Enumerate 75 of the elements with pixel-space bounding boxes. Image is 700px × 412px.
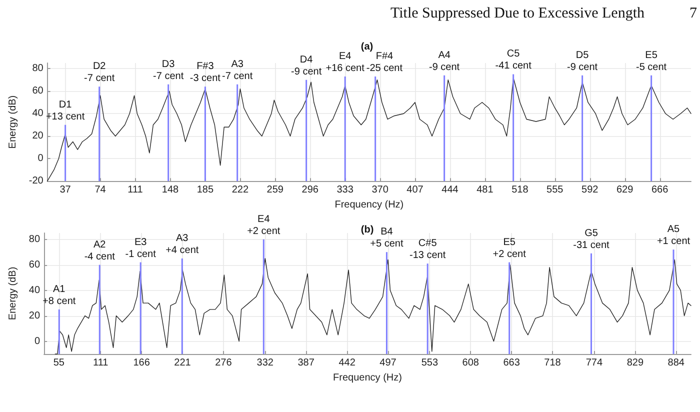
x-tick-label: 55 (53, 358, 65, 368)
data-label: E4 +16 cent (326, 50, 365, 74)
data-label: E4 +2 cent (247, 214, 280, 237)
x-tick-label: 333 (336, 184, 354, 196)
x-tick-label: 592 (582, 184, 599, 196)
x-tick-label: 276 (215, 358, 232, 368)
line-series (54, 258, 692, 354)
x-tick-label: 884 (668, 358, 685, 368)
data-label: D1 +13 cent (46, 99, 85, 122)
x-tick-label: 444 (442, 184, 459, 196)
x-axis-title: Frequency (Hz) (334, 200, 404, 210)
y-axis-title: Energy (dB) (8, 266, 18, 320)
y-tick-label: -20 (28, 176, 44, 187)
data-label: D5 -9 cent (567, 50, 598, 73)
x-tick-label: 481 (476, 184, 494, 196)
x-tick-label: 553 (421, 358, 438, 368)
data-label: F#3 -3 cent (190, 61, 221, 84)
y-tick-label: 80 (28, 234, 40, 245)
x-tick-label: 518 (512, 184, 529, 196)
data-label: F#4 -25 cent (366, 50, 403, 74)
data-label: D3 -7 cent (153, 58, 184, 82)
y-tick-label: 20 (28, 310, 40, 322)
x-tick-label: 37 (60, 184, 72, 196)
data-label: C#5 -13 cent (410, 238, 446, 262)
data-label: A3 +4 cent (166, 232, 199, 256)
data-label: D4 -9 cent (291, 54, 322, 78)
chart-title: (a) (360, 42, 374, 52)
y-tick-label: 80 (32, 63, 44, 74)
x-tick-label: 296 (302, 184, 319, 196)
x-axis-title: Frequency (Hz) (333, 372, 402, 384)
y-axis-title: Energy (dB) (8, 95, 18, 149)
data-label: A1 +8 cent (42, 284, 76, 307)
data-label: A3 -7 cent (222, 58, 253, 82)
x-tick-label: 442 (338, 358, 356, 368)
x-tick-label: 332 (256, 358, 274, 368)
data-label: A5 +1 cent (656, 224, 690, 248)
x-tick-label: 555 (546, 184, 564, 196)
x-tick-label: 608 (462, 358, 480, 368)
x-tick-label: 259 (266, 184, 284, 196)
y-tick-label: 40 (28, 284, 40, 296)
data-label: G5 -31 cent (573, 228, 610, 251)
x-tick-label: 370 (372, 184, 389, 196)
x-tick-label: 74 (94, 184, 106, 196)
x-tick-label: 221 (174, 358, 192, 368)
x-tick-label: 663 (503, 358, 520, 368)
x-tick-label: 185 (196, 184, 214, 196)
x-tick-label: 774 (586, 358, 603, 368)
text: 7 (690, 6, 698, 22)
data-label: E5 +2 cent (492, 236, 526, 260)
data-label: E3 -1 cent (125, 236, 156, 260)
y-tick-label: 60 (32, 86, 44, 97)
x-tick-label: 666 (651, 184, 669, 196)
y-tick-label: 0 (34, 336, 40, 347)
x-tick-label: 718 (544, 358, 562, 368)
y-tick-label: 20 (32, 130, 44, 142)
data-label: D2 -7 cent (84, 61, 115, 84)
x-tick-label: 166 (133, 358, 150, 368)
data-label: A2 -4 cent (84, 239, 116, 262)
y-tick-label: 40 (32, 108, 44, 120)
y-tick-label: 0 (38, 153, 44, 164)
x-tick-label: 111 (128, 184, 144, 196)
x-tick-label: 387 (298, 358, 315, 368)
text: Title Suppressed Due to Excessive Length (390, 6, 645, 22)
x-tick-label: 111 (93, 358, 109, 368)
x-tick-label: 222 (232, 184, 249, 196)
data-label: C5 -41 cent (495, 48, 532, 72)
x-tick-label: 148 (162, 184, 179, 196)
x-tick-label: 497 (380, 358, 397, 368)
y-tick-label: 60 (28, 259, 40, 270)
x-tick-label: 629 (616, 184, 634, 196)
x-tick-label: 829 (626, 358, 644, 368)
data-label: A4 -9 cent (429, 50, 460, 73)
data-label: E5 -5 cent (636, 50, 667, 73)
x-tick-label: 407 (406, 184, 424, 196)
chart-title: (b) (360, 224, 374, 236)
